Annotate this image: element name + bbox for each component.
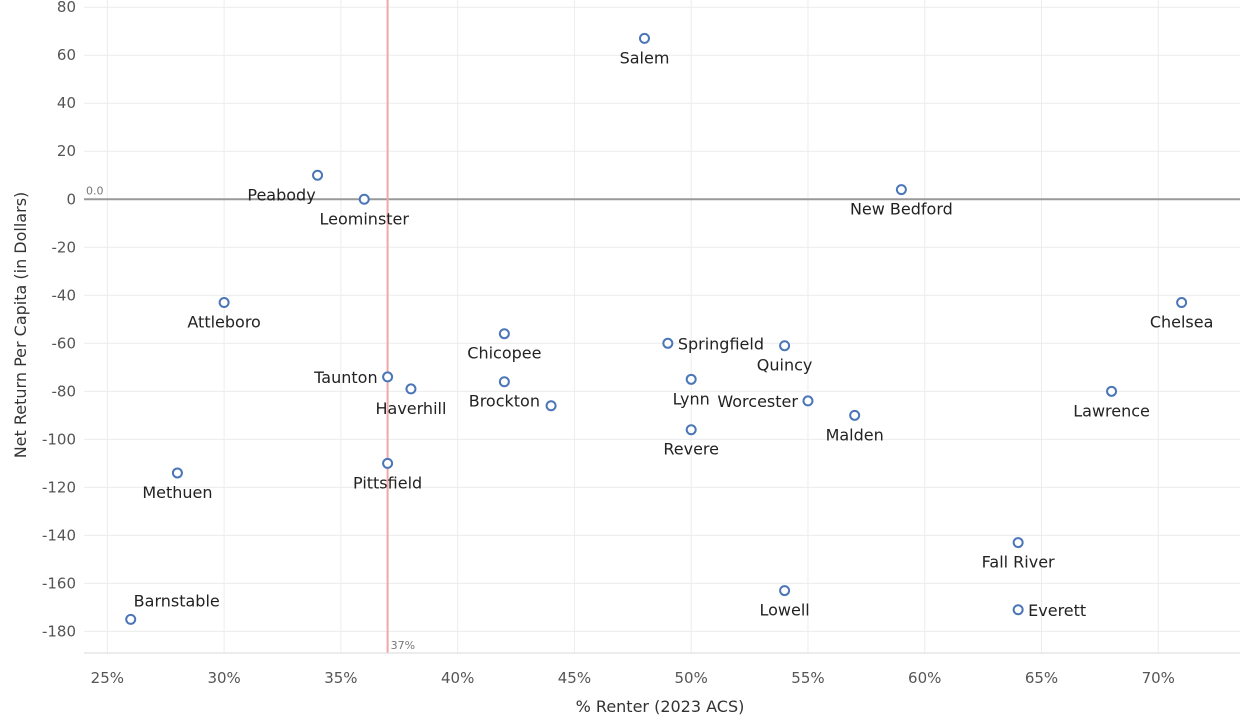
- y-tick-label: -80: [52, 382, 77, 400]
- y-axis-title: Net Return Per Capita (in Dollars): [11, 192, 30, 459]
- point-lynn[interactable]: [685, 373, 697, 385]
- point-methuen[interactable]: [171, 467, 183, 479]
- point-chelsea[interactable]: [1176, 296, 1188, 308]
- y-tick-label: 40: [57, 94, 76, 112]
- label-lynn: Lynn: [673, 389, 710, 408]
- label-chicopee: Chicopee: [467, 344, 541, 363]
- x-tick-label: 60%: [908, 669, 941, 687]
- label-fall-river: Fall River: [982, 553, 1055, 572]
- label-pittsfield: Pittsfield: [353, 473, 422, 492]
- label-everett: Everett: [1028, 601, 1086, 620]
- point-springfield[interactable]: [662, 337, 674, 349]
- y-tick-label: 60: [57, 46, 76, 64]
- point-quincy[interactable]: [779, 340, 791, 352]
- x-tick-label: 50%: [675, 669, 708, 687]
- x-tick-label: 55%: [791, 669, 824, 687]
- point-taunton[interactable]: [382, 371, 394, 383]
- label-taunton: Taunton: [313, 368, 377, 387]
- renter-reference-label: 37%: [391, 639, 415, 652]
- label-salem: Salem: [620, 48, 670, 67]
- y-tick-label: -60: [52, 334, 77, 352]
- point-salem[interactable]: [638, 32, 650, 44]
- point-new-bedford[interactable]: [895, 184, 907, 196]
- label-haverhill: Haverhill: [375, 399, 446, 418]
- point-everett[interactable]: [1012, 604, 1024, 616]
- x-tick-label: 25%: [91, 669, 124, 687]
- point-haverhill[interactable]: [405, 383, 417, 395]
- label-lawrence: Lawrence: [1073, 401, 1150, 420]
- label-springfield: Springfield: [678, 334, 764, 353]
- label-attleboro: Attleboro: [187, 312, 260, 331]
- point-brockton-2[interactable]: [545, 400, 557, 412]
- label-leominster: Leominster: [320, 209, 410, 228]
- label-revere: Revere: [663, 440, 719, 459]
- y-tick-label: -140: [42, 526, 76, 544]
- label-peabody: Peabody: [247, 185, 315, 204]
- y-tick-label: -100: [42, 430, 76, 448]
- point-pittsfield[interactable]: [382, 457, 394, 469]
- x-axis-title: % Renter (2023 ACS): [576, 697, 745, 716]
- point-lowell[interactable]: [779, 585, 791, 597]
- y-tick-label: -40: [52, 286, 77, 304]
- label-lowell: Lowell: [759, 601, 809, 620]
- point-leominster[interactable]: [358, 193, 370, 205]
- label-new-bedford: New Bedford: [850, 200, 953, 219]
- label-chelsea: Chelsea: [1150, 312, 1214, 331]
- y-tick-label: -160: [42, 574, 76, 592]
- y-tick-label: -20: [52, 238, 77, 256]
- y-tick-label: -180: [42, 622, 76, 640]
- y-tick-label: 0: [66, 190, 76, 208]
- data-labels: Salem Peabody Leominster New Bedford Attlebo…: [134, 48, 1214, 619]
- label-brockton: Brockton: [469, 392, 540, 411]
- point-barnstable[interactable]: [125, 613, 137, 625]
- point-fall-river[interactable]: [1012, 537, 1024, 549]
- axis-ticks: 25% 30% 35% 40% 45% 50% 55% 60% 65% 70% 80 60 40 20 0 -…: [42, 0, 1175, 687]
- point-malden[interactable]: [849, 409, 861, 421]
- x-tick-label: 40%: [441, 669, 474, 687]
- label-worcester: Worcester: [717, 392, 798, 411]
- x-tick-label: 65%: [1025, 669, 1058, 687]
- label-methuen: Methuen: [142, 483, 212, 502]
- grid-layer: [84, 0, 1240, 653]
- x-tick-label: 45%: [558, 669, 591, 687]
- label-barnstable: Barnstable: [134, 591, 220, 610]
- data-points: [125, 32, 1188, 625]
- point-revere[interactable]: [685, 424, 697, 436]
- x-tick-label: 70%: [1142, 669, 1175, 687]
- point-peabody[interactable]: [312, 169, 324, 181]
- zero-reference-label: 0.0: [86, 184, 104, 197]
- point-worcester[interactable]: [802, 395, 814, 407]
- reference-lines: 0.0 37%: [84, 0, 1240, 653]
- label-quincy: Quincy: [757, 356, 813, 375]
- point-attleboro[interactable]: [218, 296, 230, 308]
- y-tick-label: 80: [57, 0, 76, 16]
- label-malden: Malden: [826, 425, 884, 444]
- point-brockton[interactable]: [498, 376, 510, 388]
- point-chicopee[interactable]: [498, 328, 510, 340]
- x-tick-label: 35%: [324, 669, 357, 687]
- y-tick-label: 20: [57, 142, 76, 160]
- x-tick-label: 30%: [207, 669, 240, 687]
- y-tick-label: -120: [42, 478, 76, 496]
- point-lawrence[interactable]: [1106, 385, 1118, 397]
